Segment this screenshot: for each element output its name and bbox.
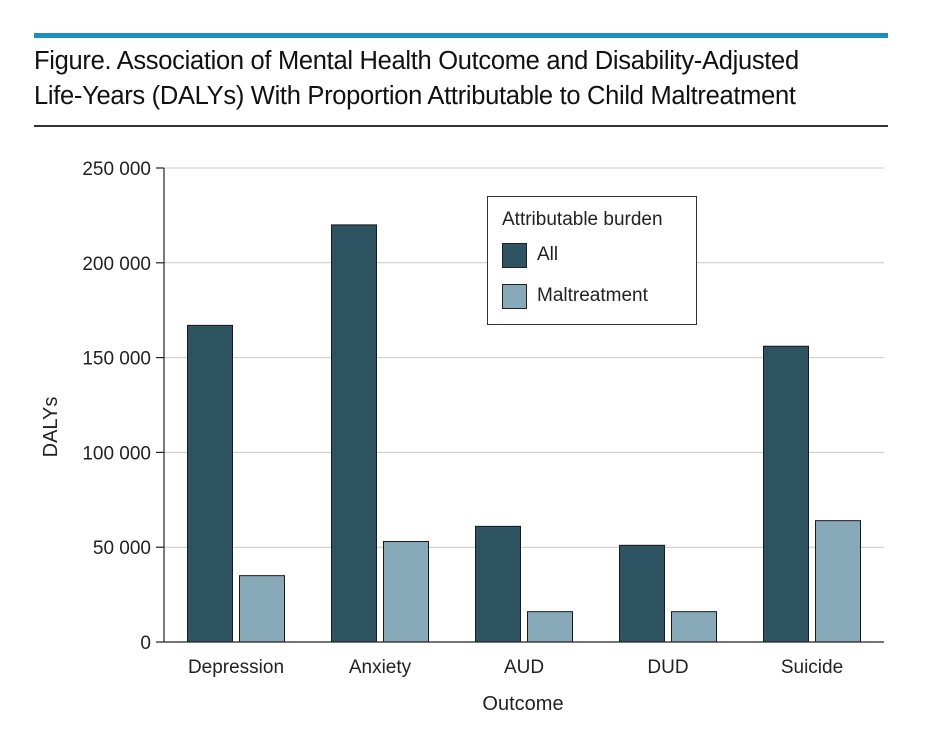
bar-all-depression	[187, 324, 233, 643]
y-tick-label: 0	[140, 633, 151, 654]
legend-swatch-maltreatment	[502, 284, 527, 309]
y-tick-label: 250 000	[82, 159, 151, 180]
y-tick-label: 50 000	[93, 538, 151, 559]
x-tick-label: Suicide	[781, 657, 843, 678]
legend-title: Attributable burden	[502, 209, 663, 230]
bar-all-aud	[475, 525, 521, 643]
x-tick-label: AUD	[504, 657, 544, 678]
bar-all-anxiety	[331, 224, 377, 643]
y-axis-title: DALYs	[40, 397, 62, 458]
y-tick-label: 200 000	[82, 254, 151, 275]
y-tick-label: 100 000	[82, 443, 151, 464]
bar-all-dud	[619, 544, 665, 643]
legend-label-all: All	[537, 244, 559, 265]
figure-title: Figure. Association of Mental Health Out…	[34, 44, 894, 114]
bar-maltreatment-dud	[671, 611, 717, 643]
figure-title-line-2: Life-Years (DALYs) With Proportion Attri…	[34, 82, 796, 110]
bar-maltreatment-suicide	[815, 520, 861, 643]
legend: Attributable burden All Maltreatment	[487, 196, 697, 325]
axes: 0 50 000 100 000 150 000 200 000 250 000 Depre…	[82, 159, 884, 678]
x-axis-title: Outcome	[482, 693, 563, 715]
legend-label-maltreatment: Maltreatment	[537, 285, 648, 306]
bar-maltreatment-aud	[527, 611, 573, 643]
figure-title-line-1: Figure. Association of Mental Health Out…	[34, 47, 799, 75]
x-tick-label: DUD	[647, 657, 688, 678]
x-tick-label: Depression	[188, 657, 284, 678]
y-tick-label: 150 000	[82, 349, 151, 370]
bars	[187, 224, 861, 643]
title-divider	[34, 125, 888, 127]
bar-maltreatment-depression	[239, 575, 285, 643]
legend-swatch-all	[502, 243, 527, 268]
bar-maltreatment-anxiety	[383, 541, 429, 643]
bar-all-suicide	[763, 345, 809, 643]
title-accent-bar	[34, 33, 888, 38]
x-tick-label: Anxiety	[349, 657, 412, 678]
